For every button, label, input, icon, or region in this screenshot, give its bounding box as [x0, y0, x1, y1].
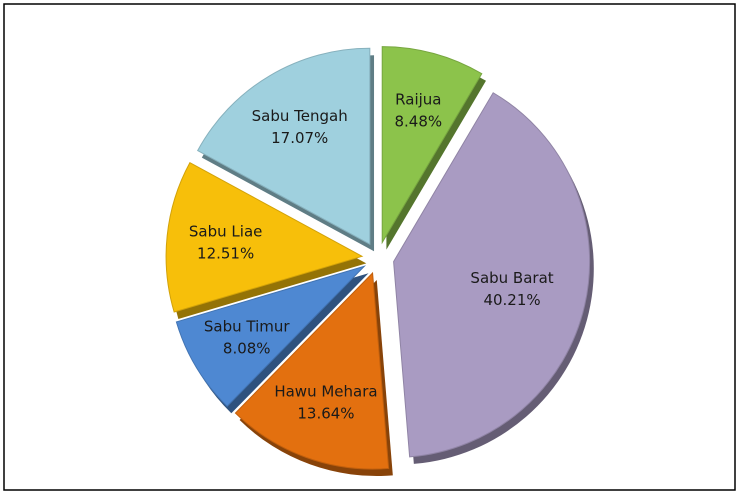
slice-name: Sabu Liae	[189, 222, 262, 240]
slice-value: 13.64%	[297, 405, 354, 423]
slice-value: 12.51%	[197, 244, 254, 262]
slice-name: Sabu Tengah	[252, 107, 348, 125]
slice-label: Sabu Timur 8.08%	[204, 318, 290, 358]
pie-slice	[393, 92, 591, 458]
slice-value: 8.48%	[395, 113, 443, 131]
slice-name: Raijua	[395, 91, 441, 109]
slice-value: 17.07%	[271, 129, 328, 147]
slice-value: 40.21%	[483, 291, 540, 309]
pie-slice	[234, 271, 390, 470]
pie-slice	[165, 161, 364, 313]
pie-slice	[175, 265, 366, 407]
slice-label: Sabu Tengah 17.07%	[252, 107, 348, 147]
pie-slice	[381, 46, 483, 245]
pie-slice	[196, 47, 371, 246]
slice-label: Sabu Liae 12.51%	[189, 222, 262, 262]
slice-label: Raijua 8.48%	[395, 91, 443, 131]
slice-label: Sabu Barat 40.21%	[470, 269, 553, 309]
slice-value: 8.08%	[223, 340, 271, 358]
slice-name: Hawu Mehara	[274, 383, 377, 401]
slice-label: Hawu Mehara 13.64%	[274, 383, 377, 423]
slice-name: Sabu Timur	[204, 318, 290, 336]
slice-name: Sabu Barat	[470, 269, 553, 287]
